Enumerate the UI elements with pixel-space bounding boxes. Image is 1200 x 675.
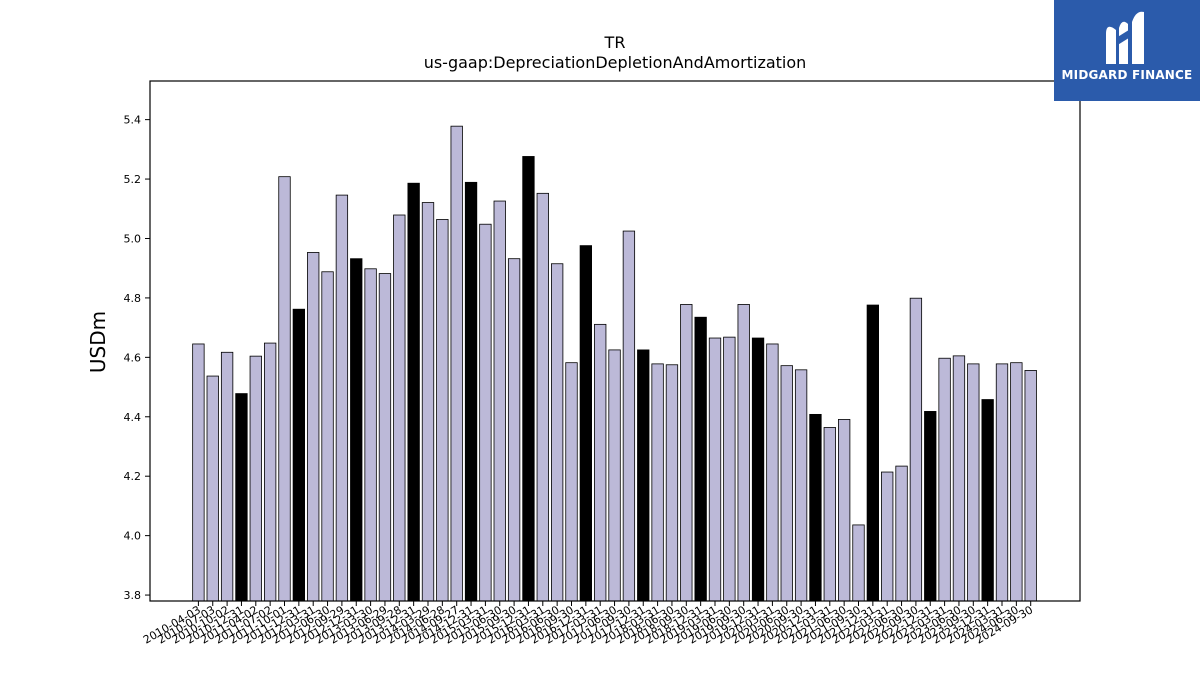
bar-2010-04-03 [192,343,205,602]
bar-2019-09-30 [737,304,750,602]
chart-subtitle: us-gaap:DepreciationDepletionAndAmortiza… [424,53,807,72]
logo-text: MIDGARD FINANCE [1061,68,1193,82]
y-axis-label: USDm [86,311,110,373]
bar-2021-09-30 [852,524,865,602]
bar-2016-12-31 [579,245,592,602]
bar-2013-09-28 [393,214,406,602]
y-tick-label: 4.6 [124,351,142,364]
bar-2022-12-31 [924,411,937,602]
y-tick-label: 4.0 [124,530,142,543]
bar-2010-07-03 [206,375,219,602]
bar-2013-03-30 [364,268,377,602]
bar-2019-06-30 [723,336,736,602]
midgard-finance-logo: MIDGARD FINANCE [1054,0,1200,101]
y-tick-label: 5.2 [124,173,142,186]
y-tick-label: 3.8 [124,589,142,602]
bar-2011-04-02 [249,355,262,602]
bar-2021-12-31 [866,304,879,602]
bar-2012-06-30 [321,271,334,602]
bar-2018-09-30 [680,304,693,602]
chart-title: TR [604,33,626,52]
bar-2023-09-30 [967,363,980,602]
y-tick-label: 4.2 [124,470,142,483]
bar-2021-03-31 [823,427,836,602]
bar-2018-06-30 [665,364,679,602]
bar-2012-09-29 [335,194,349,602]
bar-2013-12-31 [407,182,420,602]
bar-2011-07-02 [263,342,277,602]
bar-2015-12-31 [522,156,535,602]
bar-2018-03-31 [651,363,664,602]
midgard-m-logo-icon [1106,11,1144,64]
bar-2014-06-28 [436,219,449,602]
bar-2022-06-30 [895,465,908,602]
bar-2024-09-30 [1024,370,1037,602]
bar-2020-06-30 [780,365,793,602]
bar-2017-09-30 [622,230,636,602]
bar-2016-09-30 [565,362,578,602]
bar-2019-12-31 [751,337,765,602]
bar-2023-12-31 [981,399,994,602]
bar-2022-03-31 [881,471,894,602]
bar-2024-03-31 [995,363,1009,602]
bar-2017-03-31 [594,323,607,602]
bars-group [192,125,1037,602]
y-tick-label: 4.8 [124,292,142,305]
bar-2023-06-30 [952,355,966,602]
bar-2018-12-31 [694,316,707,602]
bar-2020-03-31 [766,343,779,602]
bar-2011-12-31 [292,308,306,602]
bar-2012-12-31 [350,258,363,602]
bar-2013-06-29 [378,273,392,602]
bar-2016-03-31 [536,192,549,602]
bar-2014-03-29 [421,202,435,602]
plot-frame [149,80,1081,602]
y-tick-label: 5.0 [124,232,142,245]
bar-2023-03-31 [938,357,951,602]
bar-2010-12-31 [235,393,248,602]
bar-2014-09-27 [450,125,463,602]
bar-2017-06-30 [608,349,621,602]
bar-2022-09-30 [909,297,923,602]
bar-2024-06-30 [1010,362,1023,602]
y-tick-label: 4.4 [124,411,142,424]
bar-2020-09-30 [794,369,808,602]
bar-2016-06-30 [551,263,564,602]
bar-2010-10-02 [220,351,234,602]
bar-2015-06-30 [493,200,506,602]
bar-2011-10-01 [278,176,291,602]
bar-2019-03-31 [708,337,722,602]
y-tick-label: 5.4 [124,114,142,127]
bar-2017-12-31 [637,349,650,602]
bar-2014-12-31 [464,181,478,602]
y-axis: 3.8 4.0 4.2 4.4 4.6 4.8 5.0 5.2 5.4 [124,114,150,602]
x-axis: 2010-04-032010-07-032010-10-022010-12-31… [141,601,1035,647]
bar-2015-09-30 [507,258,521,602]
bar-2020-12-31 [809,413,822,602]
bar-2012-03-31 [307,252,320,602]
bar-2021-06-30 [838,419,851,602]
bar-2015-03-31 [479,223,492,602]
